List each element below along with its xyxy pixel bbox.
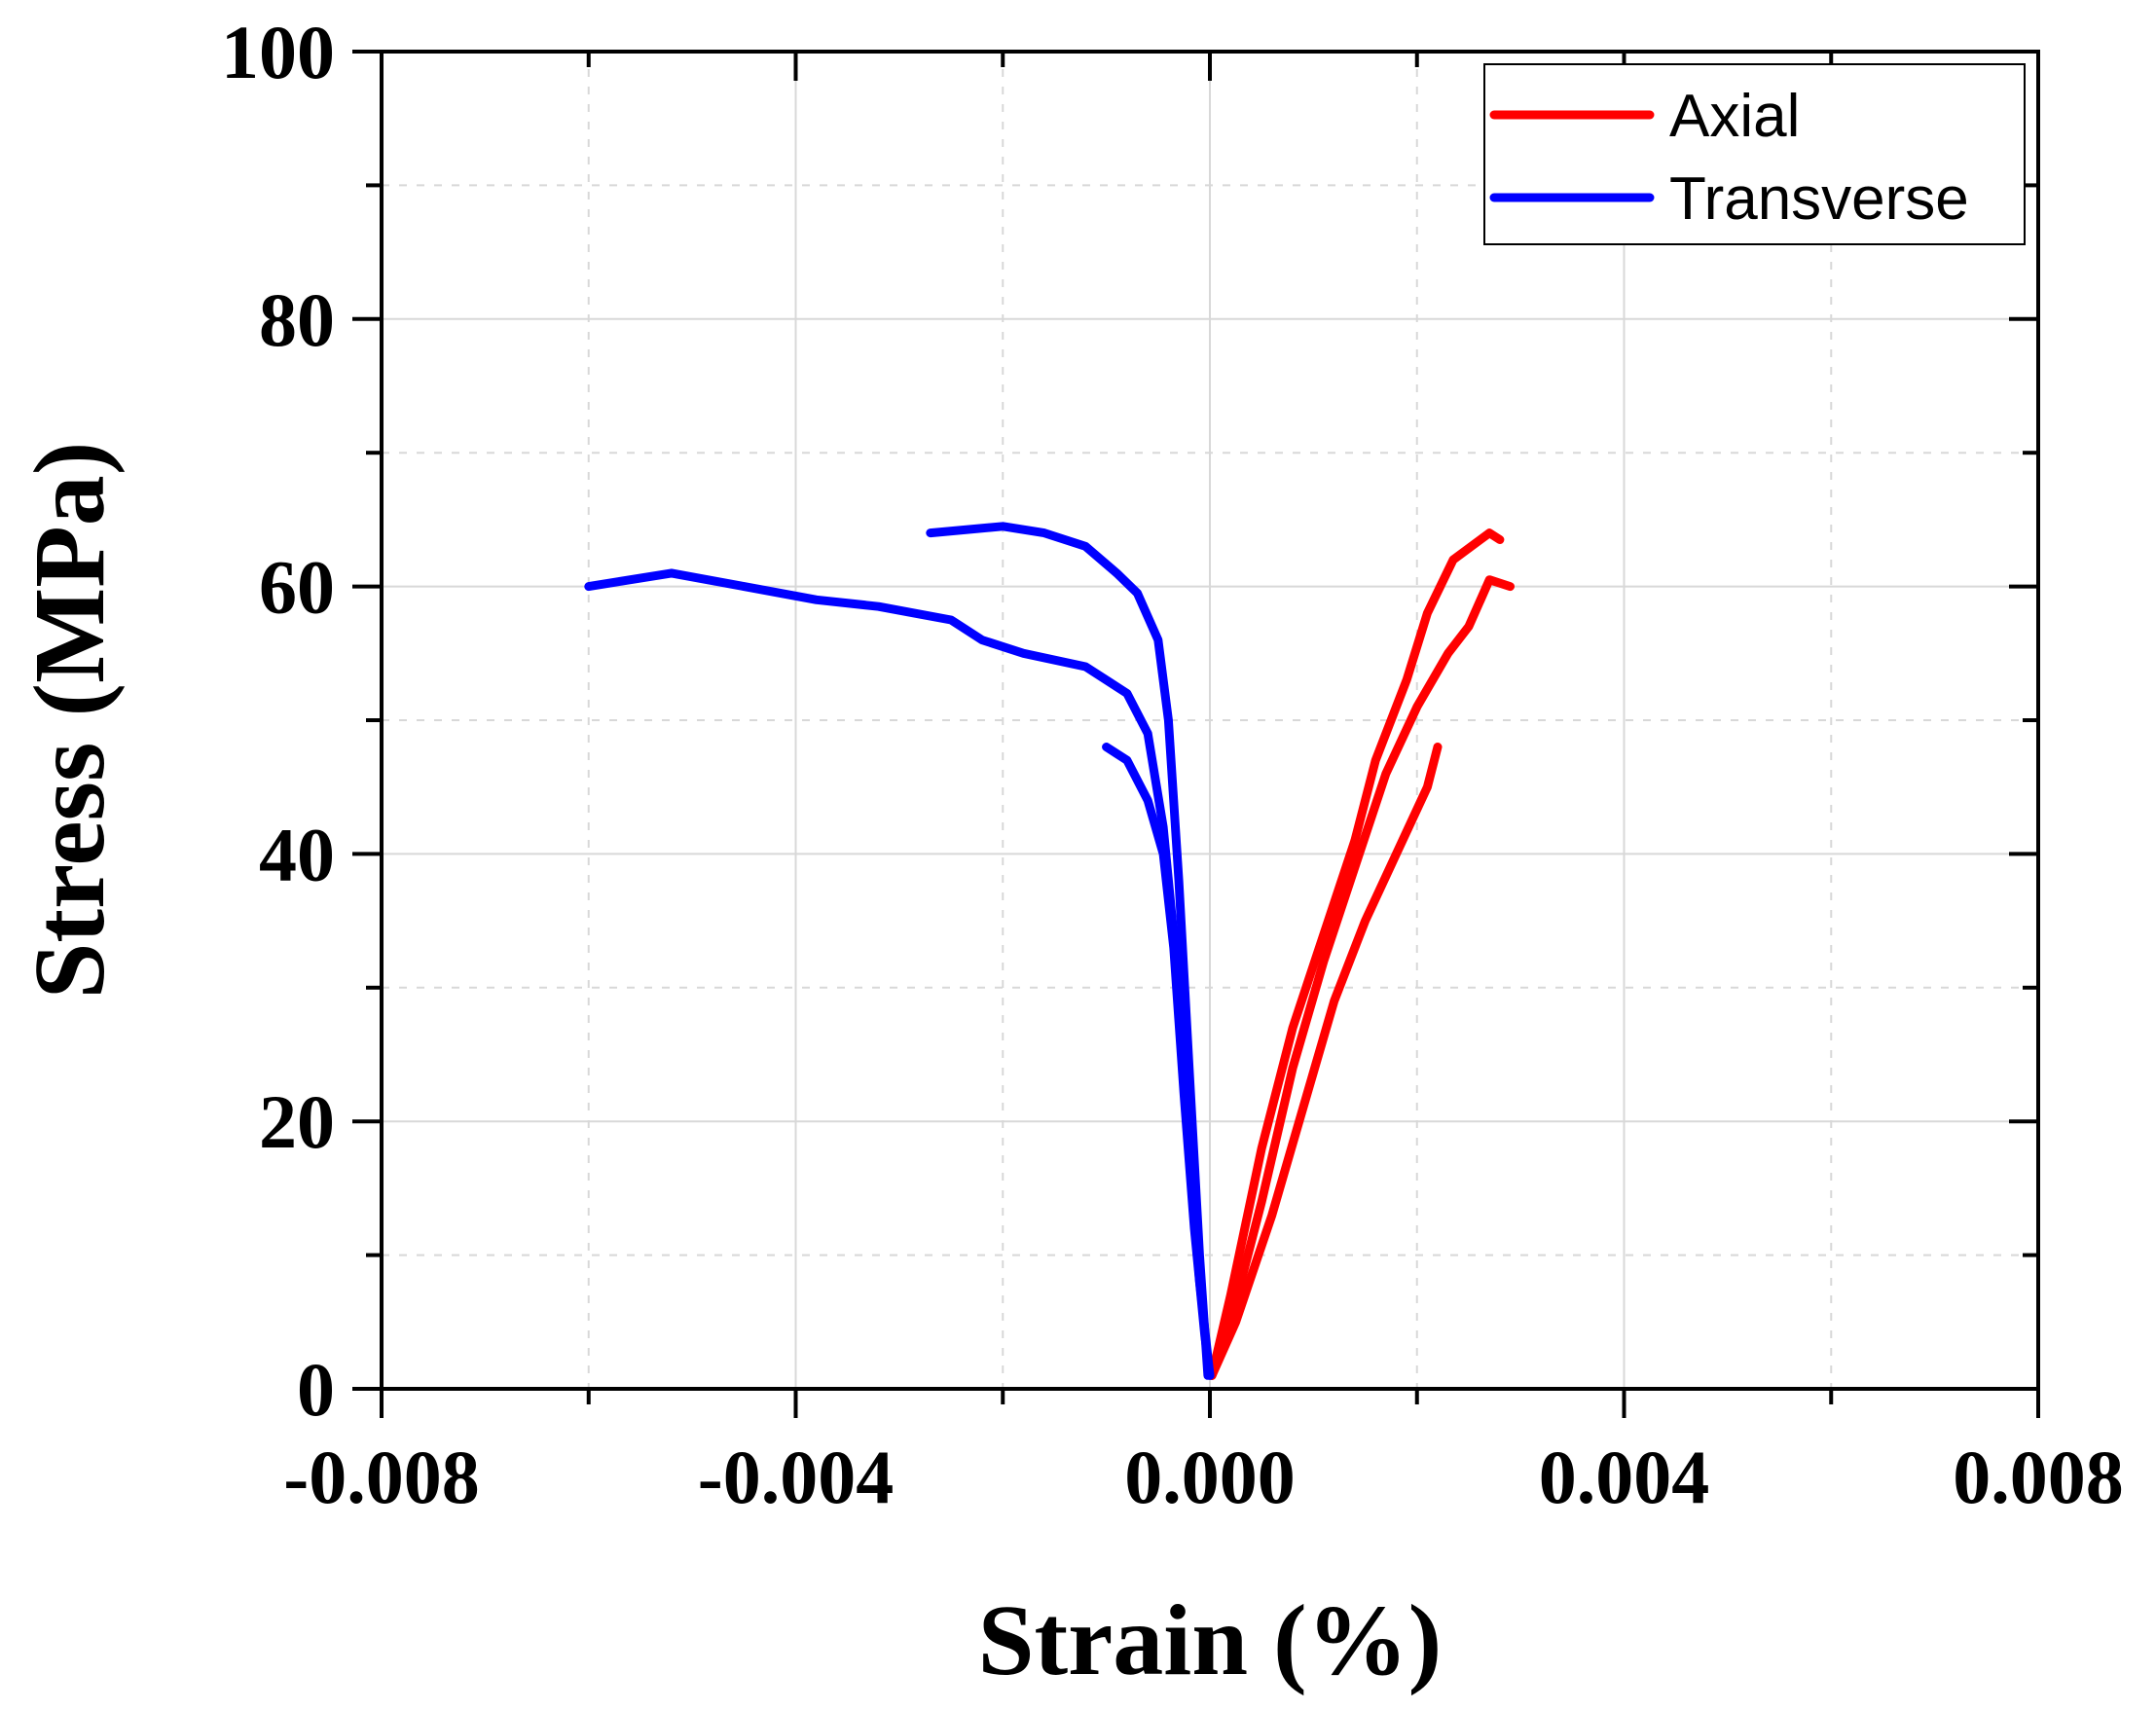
- legend: Axial Transverse: [1483, 63, 2026, 245]
- legend-label-axial: Axial: [1669, 83, 1800, 150]
- y-tick-label: 20: [259, 1079, 335, 1164]
- x-tick-label: 0.000: [1124, 1435, 1296, 1519]
- y-tick-label: 60: [259, 545, 335, 630]
- series-line-axial-2: [1207, 575, 1515, 1380]
- x-axis-title: Strain (%): [978, 1584, 1443, 1696]
- series-line-axial-1: [1207, 528, 1505, 1380]
- y-axis-title: Stress (MPa): [14, 442, 126, 1000]
- series-line-transverse-5: [926, 522, 1213, 1380]
- x-tick-label: 0.004: [1539, 1435, 1710, 1519]
- y-tick-label: 40: [259, 812, 335, 896]
- y-tick-label: 100: [221, 10, 335, 94]
- axis-ticks: [352, 50, 2040, 1418]
- legend-label-transverse: Transverse: [1669, 165, 1969, 233]
- x-tick-label: 0.008: [1953, 1435, 2124, 1519]
- series-layer: [584, 522, 1515, 1380]
- y-tick-label: 0: [297, 1347, 335, 1432]
- series-line-axial-3: [1207, 743, 1443, 1380]
- series-line-transverse-6: [1102, 743, 1215, 1380]
- x-tick-label: -0.008: [283, 1435, 479, 1519]
- legend-box: [1483, 63, 2026, 245]
- tick-labels: -0.008 -0.004 0.000 0.004 0.008 0 20 40 60 80 100: [221, 10, 2124, 1519]
- grid: [382, 52, 2038, 1389]
- x-tick-label: -0.004: [698, 1435, 894, 1519]
- y-tick-label: 80: [259, 277, 335, 362]
